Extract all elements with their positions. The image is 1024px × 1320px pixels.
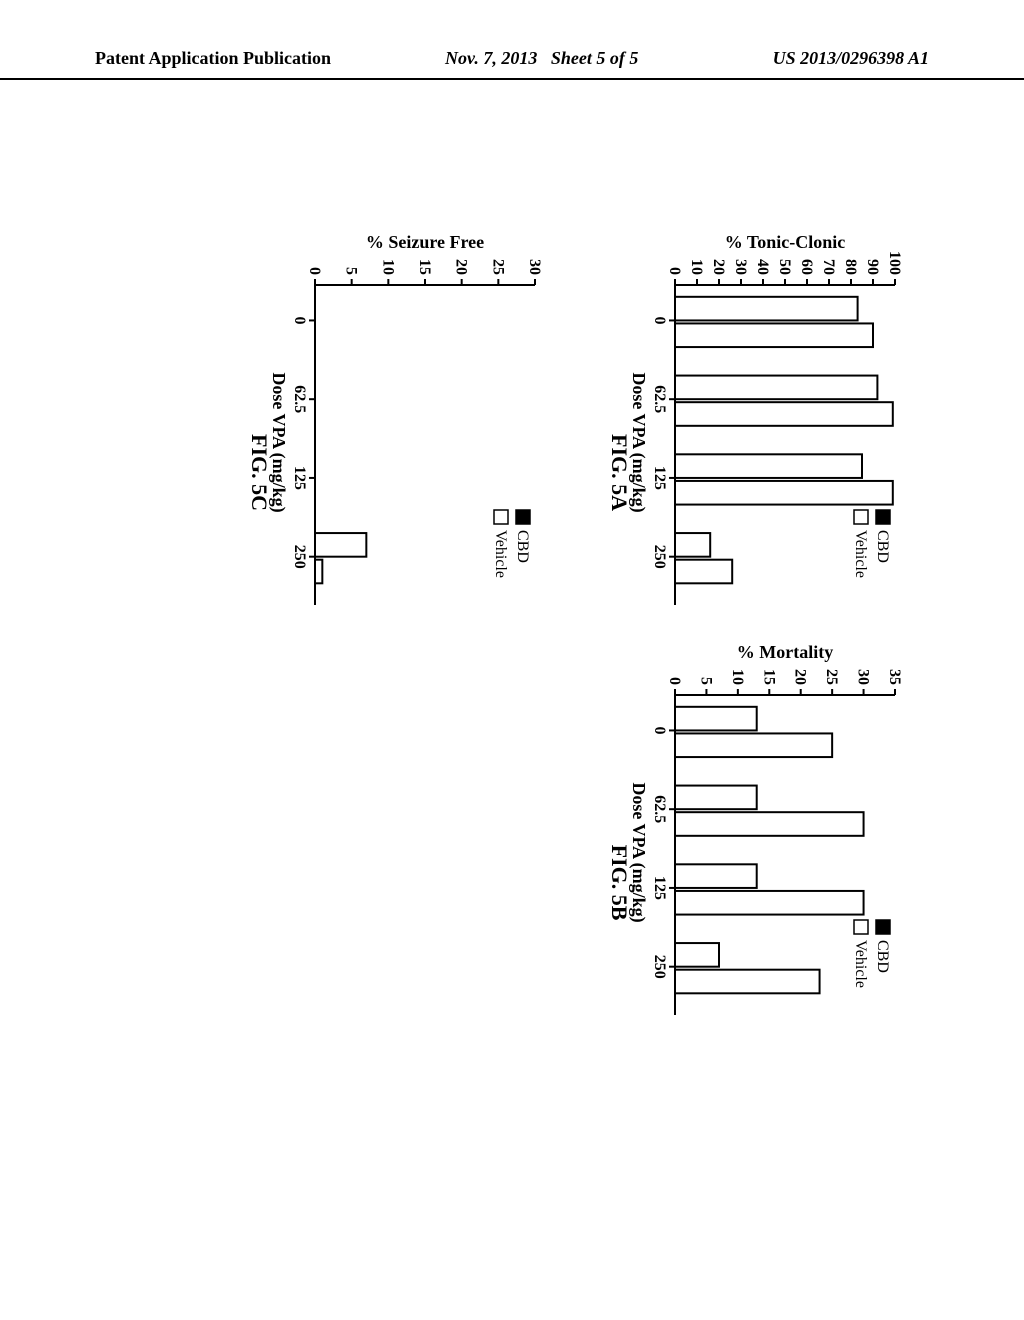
svg-text:30: 30 bbox=[526, 259, 543, 275]
svg-text:62.5: 62.5 bbox=[291, 385, 308, 413]
svg-text:25: 25 bbox=[489, 259, 506, 275]
svg-text:5: 5 bbox=[697, 677, 714, 685]
svg-text:FIG. 5A: FIG. 5A bbox=[607, 434, 632, 511]
figure-landscape: 0102030405060708090100062.5125250% Tonic… bbox=[200, 230, 900, 1050]
svg-text:62.5: 62.5 bbox=[651, 795, 668, 823]
svg-text:70: 70 bbox=[820, 259, 837, 275]
svg-text:60: 60 bbox=[798, 259, 815, 275]
svg-text:0: 0 bbox=[306, 267, 323, 275]
panel-panelC: 051015202530062.5125250% Seizure FreeDos… bbox=[215, 230, 540, 610]
svg-text:CBD: CBD bbox=[874, 530, 891, 563]
rotated-figure-group: 0102030405060708090100062.5125250% Tonic… bbox=[110, 200, 910, 960]
svg-text:250: 250 bbox=[651, 545, 668, 569]
svg-text:10: 10 bbox=[729, 669, 746, 685]
header-date-sheet: Nov. 7, 2013 Sheet 5 of 5 bbox=[445, 48, 638, 69]
svg-text:CBD: CBD bbox=[514, 530, 531, 563]
svg-text:20: 20 bbox=[792, 669, 809, 685]
svg-text:40: 40 bbox=[754, 259, 771, 275]
panel-panelB: 05101520253035062.5125250% MortalityDose… bbox=[575, 640, 900, 1020]
svg-text:100: 100 bbox=[886, 251, 903, 275]
svg-text:CBD: CBD bbox=[874, 940, 891, 973]
svg-text:125: 125 bbox=[651, 876, 668, 900]
header-pubno: US 2013/0296398 A1 bbox=[773, 48, 929, 69]
svg-text:Vehicle: Vehicle bbox=[852, 940, 869, 988]
svg-text:% Mortality: % Mortality bbox=[737, 642, 833, 662]
svg-text:125: 125 bbox=[291, 466, 308, 490]
svg-text:FIG. 5B: FIG. 5B bbox=[607, 845, 632, 921]
svg-text:0: 0 bbox=[666, 267, 683, 275]
svg-text:15: 15 bbox=[760, 669, 777, 685]
svg-text:% Seizure Free: % Seizure Free bbox=[366, 232, 484, 252]
header-sheet: Sheet 5 of 5 bbox=[551, 48, 639, 68]
svg-text:0: 0 bbox=[651, 316, 668, 324]
svg-text:10: 10 bbox=[379, 259, 396, 275]
svg-text:0: 0 bbox=[651, 726, 668, 734]
svg-text:Vehicle: Vehicle bbox=[492, 530, 509, 578]
svg-text:5: 5 bbox=[343, 267, 360, 275]
svg-text:0: 0 bbox=[666, 677, 683, 685]
header-date: Nov. 7, 2013 bbox=[445, 48, 537, 68]
svg-text:62.5: 62.5 bbox=[651, 385, 668, 413]
svg-text:20: 20 bbox=[453, 259, 470, 275]
svg-text:20: 20 bbox=[710, 259, 727, 275]
svg-text:FIG. 5C: FIG. 5C bbox=[247, 434, 272, 511]
panel-panelA: 0 10 20 30 40 50 60 70 80 90 100 0 62.5 125 250 % Tonic… bbox=[575, 230, 900, 610]
svg-text:10: 10 bbox=[688, 259, 705, 275]
header-publication: Patent Application Publication bbox=[95, 48, 331, 69]
svg-text:15: 15 bbox=[416, 259, 433, 275]
svg-text:30: 30 bbox=[732, 259, 749, 275]
svg-text:250: 250 bbox=[291, 545, 308, 569]
svg-text:90: 90 bbox=[864, 259, 881, 275]
svg-text:% Tonic-Clonic: % Tonic-Clonic bbox=[725, 232, 846, 252]
svg-text:Vehicle: Vehicle bbox=[852, 530, 869, 578]
page-header: Patent Application Publication Nov. 7, 2… bbox=[0, 48, 1024, 80]
svg-text:50: 50 bbox=[776, 259, 793, 275]
svg-text:35: 35 bbox=[886, 669, 903, 685]
svg-text:25: 25 bbox=[823, 669, 840, 685]
svg-text:0: 0 bbox=[291, 316, 308, 324]
svg-text:250: 250 bbox=[651, 955, 668, 979]
svg-text:80: 80 bbox=[842, 259, 859, 275]
svg-text:125: 125 bbox=[651, 466, 668, 490]
svg-text:30: 30 bbox=[855, 669, 872, 685]
